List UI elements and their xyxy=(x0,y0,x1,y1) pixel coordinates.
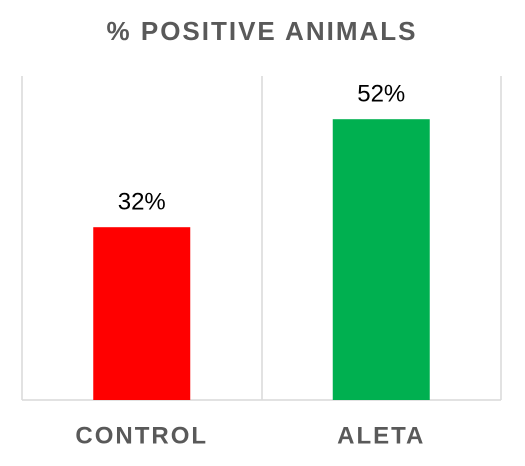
value-label: 32% xyxy=(118,189,166,216)
chart-title: % POSITIVE ANIMALS xyxy=(107,16,418,46)
bar xyxy=(93,227,191,400)
value-label: 52% xyxy=(357,81,405,108)
x-tick-label: ALETA xyxy=(337,422,425,449)
bar xyxy=(332,119,430,400)
x-tick-label: CONTROL xyxy=(75,422,208,449)
